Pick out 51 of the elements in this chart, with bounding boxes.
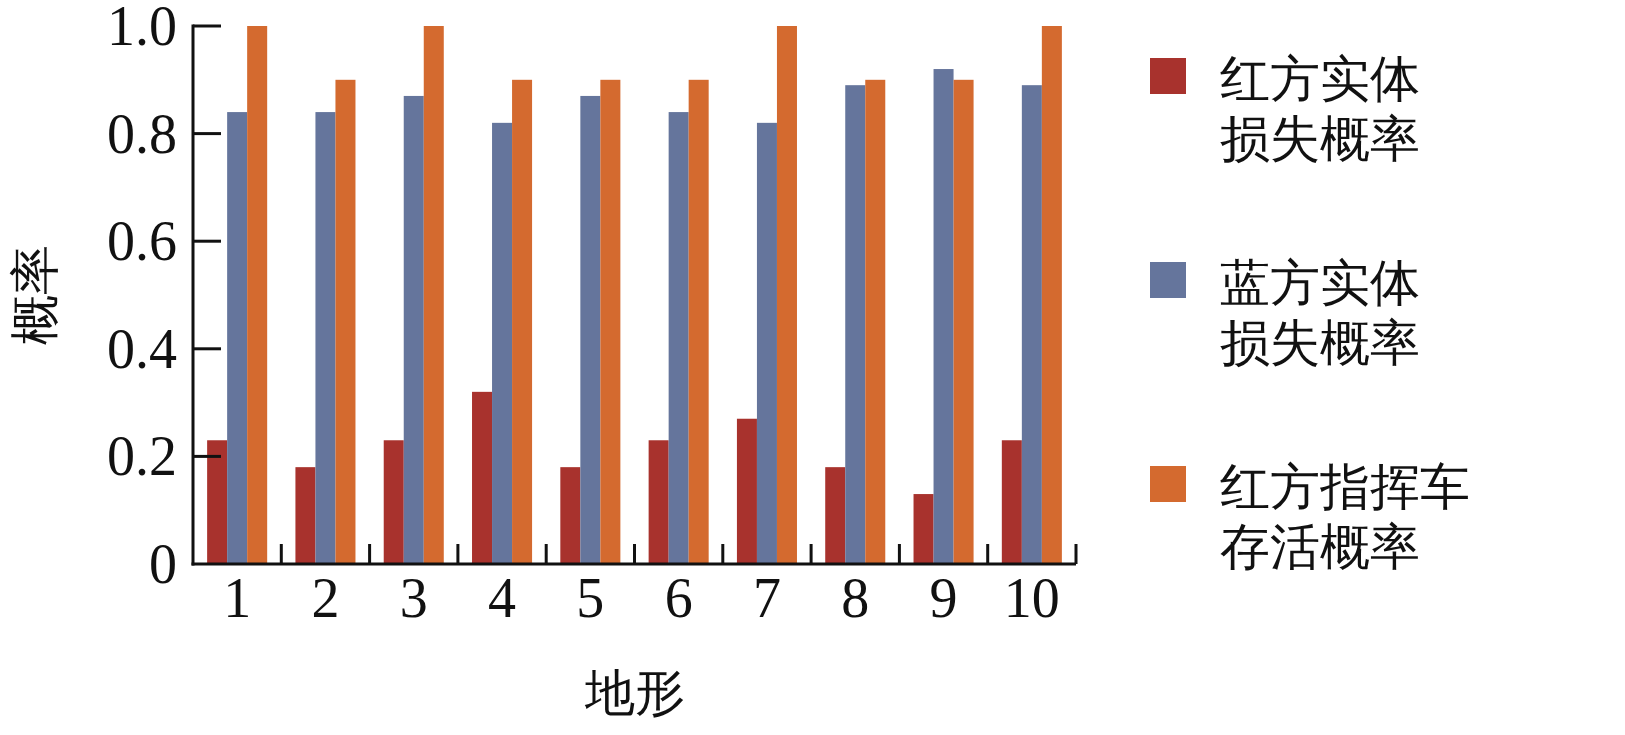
y-tick-label: 0 [149, 533, 177, 595]
bar [295, 467, 316, 564]
legend-label: 红方实体损失概率 [1220, 51, 1420, 167]
x-tick-label: 9 [929, 567, 958, 629]
bar [207, 440, 228, 564]
bar [648, 440, 669, 564]
bar [845, 85, 866, 564]
bar [403, 95, 424, 564]
y-axis-title: 概率 [7, 245, 63, 345]
x-tick-label: 10 [1003, 567, 1060, 629]
bar [668, 112, 689, 564]
bar [756, 122, 777, 564]
bar [512, 79, 533, 564]
bar [865, 79, 886, 564]
bar [933, 69, 954, 564]
x-tick-label: 6 [664, 567, 693, 629]
x-axis-title: 地形 [583, 665, 685, 721]
y-tick-label: 0.2 [107, 425, 177, 488]
bar [472, 391, 493, 564]
legend-label: 蓝方实体损失概率 [1220, 255, 1420, 371]
bar [580, 95, 601, 564]
bar [335, 79, 356, 564]
bar [492, 122, 513, 564]
bar [825, 467, 846, 564]
x-tick-label: 5 [576, 567, 605, 629]
bar [953, 79, 974, 564]
bar [736, 418, 757, 564]
x-tick-label: 4 [488, 567, 517, 629]
legend-label: 红方指挥车存活概率 [1220, 459, 1470, 575]
bar [247, 26, 268, 564]
x-tick-label: 7 [752, 567, 781, 629]
x-tick-label: 2 [311, 567, 340, 629]
bar [315, 112, 336, 564]
bar [600, 79, 621, 564]
x-tick-label: 3 [399, 567, 428, 629]
bar [383, 440, 404, 564]
bar [560, 467, 581, 564]
bar [688, 79, 709, 564]
bar [913, 494, 934, 564]
bar [423, 26, 444, 564]
x-tick-label: 8 [841, 567, 870, 629]
bar [227, 112, 248, 564]
y-tick-label: 0.6 [107, 210, 177, 273]
bar [1041, 26, 1062, 564]
y-tick-label: 1.0 [107, 0, 177, 57]
bar [776, 26, 797, 564]
y-tick-label: 0.8 [107, 102, 177, 165]
x-tick-label: 1 [223, 567, 252, 629]
y-tick-label: 0.4 [107, 317, 177, 380]
bar [1021, 85, 1042, 564]
bar [1001, 440, 1022, 564]
